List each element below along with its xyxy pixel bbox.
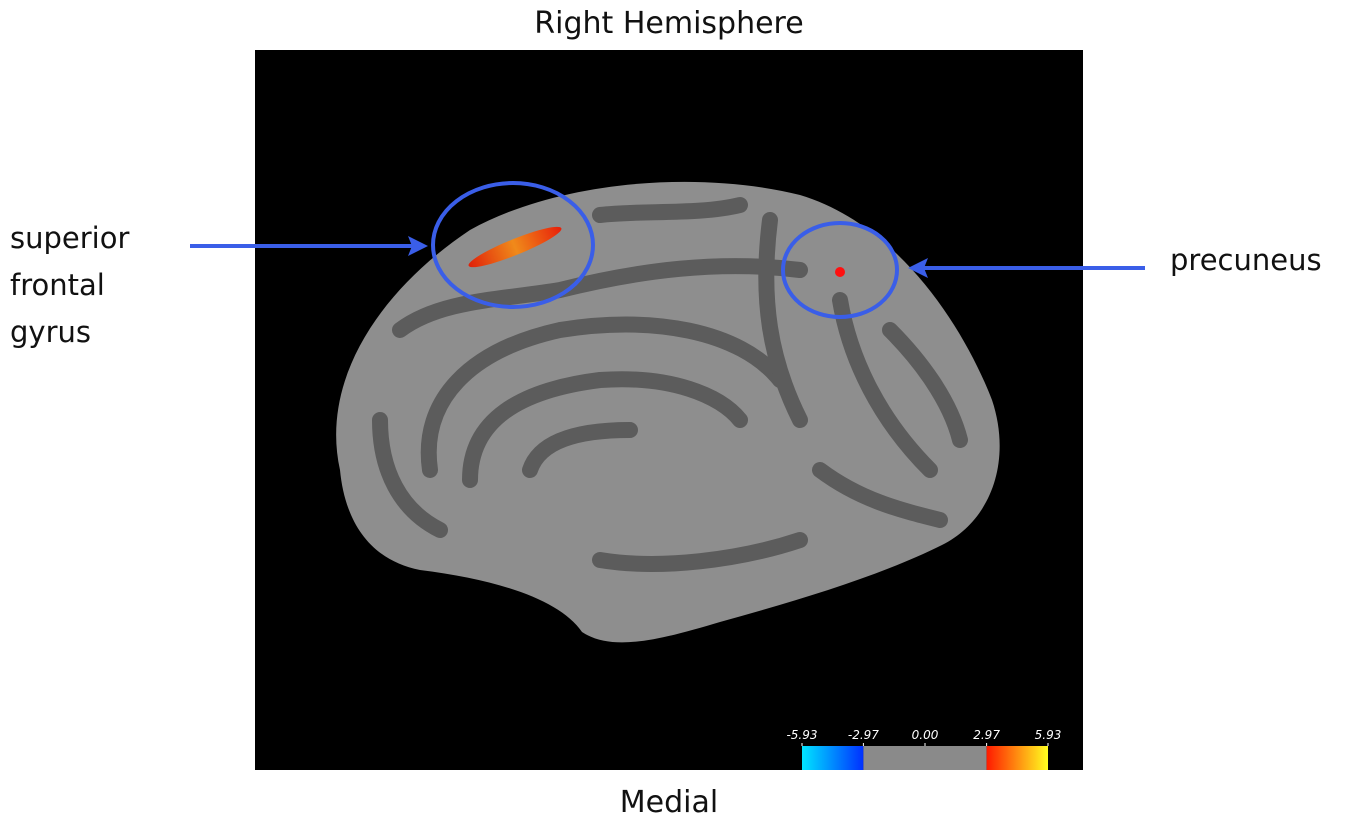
annotation-label: frontal [10,268,105,302]
colorbar-tick-label: -5.93 [786,728,817,742]
colorbar-tick-label: -2.97 [848,728,879,742]
colorbar-positive [986,746,1048,770]
colorbar-negative [802,746,864,770]
view-label: Medial [620,785,718,819]
colorbar-neutral [863,746,987,770]
colorbar: -5.93 -2.97 0.00 2.97 5.93 [786,728,1061,770]
annotation-label: precuneus [1170,243,1322,277]
colorbar-tick-label: 0.00 [912,728,939,742]
colorbar-tick-label: 2.97 [973,728,1000,742]
brain [336,181,1000,643]
highlight-circles [431,181,899,319]
title: Right Hemisphere [534,6,803,41]
colorbar-tick-label: 5.93 [1035,728,1062,742]
arrows [190,236,1145,278]
annotation-label: gyrus [10,315,91,349]
annotation-label: superior [10,221,129,255]
annotations: superior frontal gyrus precuneus [10,221,1322,349]
